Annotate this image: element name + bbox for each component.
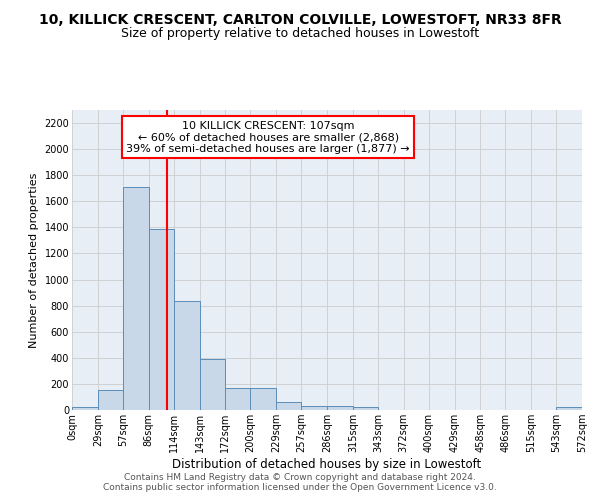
Text: Contains HM Land Registry data © Crown copyright and database right 2024.
Contai: Contains HM Land Registry data © Crown c… [103, 473, 497, 492]
Text: 10, KILLICK CRESCENT, CARLTON COLVILLE, LOWESTOFT, NR33 8FR: 10, KILLICK CRESCENT, CARLTON COLVILLE, … [38, 12, 562, 26]
Bar [173, 301, 199, 410]
Bar [98, 390, 123, 410]
Bar [301, 406, 327, 410]
Bar [123, 187, 149, 410]
Bar [276, 402, 301, 410]
Bar [226, 388, 250, 410]
Text: Size of property relative to detached houses in Lowestoft: Size of property relative to detached ho… [121, 28, 479, 40]
Bar [353, 408, 378, 410]
Bar [250, 388, 276, 410]
X-axis label: Distribution of detached houses by size in Lowestoft: Distribution of detached houses by size … [172, 458, 482, 471]
Bar [556, 408, 582, 410]
Bar [199, 359, 226, 410]
Bar [72, 408, 98, 410]
Bar [327, 406, 353, 410]
Bar [149, 228, 173, 410]
Y-axis label: Number of detached properties: Number of detached properties [29, 172, 39, 348]
Text: 10 KILLICK CRESCENT: 107sqm
← 60% of detached houses are smaller (2,868)
39% of : 10 KILLICK CRESCENT: 107sqm ← 60% of det… [127, 121, 410, 154]
